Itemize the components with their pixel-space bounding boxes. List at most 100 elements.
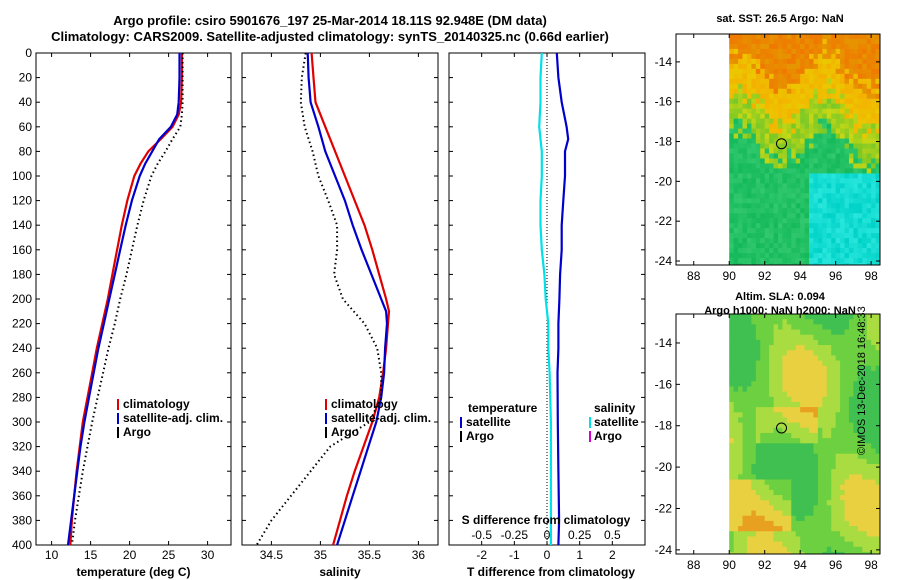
sla-map-cell (764, 376, 770, 382)
sla-map-cell (729, 381, 735, 387)
sst-map-cell (826, 188, 832, 194)
sst-map-cell (866, 113, 872, 120)
sst-map-cell (813, 253, 819, 259)
sla-map-cell (742, 396, 748, 403)
sla-map-cell (817, 500, 823, 506)
sla-map-cell (738, 526, 743, 532)
sst-map-cell (791, 63, 797, 70)
sla-map-cell (804, 474, 810, 480)
sla-map-cell (809, 370, 814, 377)
sla-map-cell (853, 484, 859, 491)
sla-map-cell (782, 376, 788, 382)
sla-map-cell (848, 401, 854, 408)
sla-map-cell (822, 432, 828, 439)
sla-map-cell (853, 365, 859, 372)
sst-map-cell (826, 123, 832, 129)
sla-map-cell (764, 546, 770, 553)
sla-map-cell (822, 464, 828, 470)
sla-map-cell (795, 319, 801, 325)
sla-map-cell (791, 484, 797, 491)
sst-map-cell (848, 43, 854, 50)
sst-map-cell (848, 113, 854, 120)
sst-map-cell (764, 173, 770, 179)
sst-map-cell (791, 58, 797, 65)
sst-map-cell (804, 178, 810, 184)
sla-map-cell (791, 448, 797, 455)
sla-map-cell (800, 526, 805, 532)
sla-map-cell (791, 365, 797, 372)
sst-map-cell (813, 133, 819, 139)
sla-map-cell (786, 329, 792, 336)
sst-map-cell (773, 193, 779, 199)
sst-map-cell (804, 63, 810, 70)
sla-map-cell (764, 526, 770, 532)
sst-map-cell (804, 103, 810, 110)
sst-map-cell (742, 223, 748, 229)
sst-map-cell (844, 118, 850, 125)
sla-map-cell (844, 355, 850, 361)
sst-map-cell (840, 103, 845, 110)
sst-map-cell (875, 103, 881, 110)
sst-map-cell (800, 108, 805, 115)
sst-map-cell (778, 103, 783, 110)
sla-map-cell (738, 401, 743, 408)
sst-map-cell (755, 93, 761, 100)
sla-map-cell (871, 345, 876, 351)
sla-map-cell (791, 401, 797, 408)
sla-map-cell (857, 469, 863, 475)
sla-map-cell (831, 381, 837, 387)
sla-map-cell (773, 334, 779, 341)
sla-map-cell (782, 453, 788, 460)
sst-map-cell (857, 248, 863, 254)
sla-map-cell (862, 469, 868, 475)
sst-map-cell (871, 34, 876, 40)
sla-map-cell (871, 438, 876, 444)
sla-map-cell (742, 417, 748, 424)
sst-map-cell (857, 38, 863, 45)
sla-map-cell (791, 345, 797, 351)
sla-map-cell (844, 339, 850, 346)
sla-map-cell (813, 520, 819, 527)
sla-map-cell (760, 453, 766, 460)
sla-map-cell (755, 484, 761, 491)
sla-map-cell (760, 495, 766, 501)
sst-map-cell (822, 258, 828, 264)
temperature-xtick-label: 30 (201, 548, 215, 562)
sst-map-cell (746, 213, 752, 219)
sst-map-cell (760, 78, 766, 85)
sst-map-cell (840, 78, 845, 85)
sla-map-cell (791, 505, 797, 511)
sla-map-cell (729, 520, 735, 527)
sst-map-cell (751, 103, 757, 110)
sst-map-cell (862, 168, 868, 174)
sla-map-title-line1: Altim. SLA: 0.094 (735, 291, 825, 303)
sst-map-cell (835, 118, 841, 125)
sla-map-cell (782, 422, 788, 429)
sla-map-cell (746, 438, 752, 444)
sst-map-cell (751, 133, 757, 139)
sst-map-cell (853, 113, 859, 120)
sst-map-xtick-label: 96 (829, 269, 843, 283)
sst-map-cell (742, 193, 748, 199)
sla-map-cell (773, 365, 779, 372)
sst-map-cell (840, 218, 845, 224)
sla-map-cell (817, 515, 823, 522)
sla-map-cell (746, 474, 752, 480)
sla-map-cell (844, 438, 850, 444)
sla-map-cell (875, 355, 881, 361)
sla-map-cell (738, 464, 743, 470)
sla-map-cell (751, 541, 757, 548)
sst-map-cell (831, 83, 837, 90)
sst-map-cell (813, 83, 819, 90)
sla-map-cell (866, 536, 872, 542)
sla-map-cell (729, 339, 735, 346)
sla-map-cell (755, 448, 761, 455)
sla-map-cell (840, 381, 845, 387)
sla-map-cell (773, 546, 779, 553)
sst-map-cell (778, 213, 783, 219)
sst-map-cell (866, 93, 872, 100)
sla-map-cell (742, 432, 748, 439)
sst-map-cell (804, 198, 810, 204)
sst-map-cell (809, 168, 814, 174)
sst-map-cell (773, 243, 779, 249)
